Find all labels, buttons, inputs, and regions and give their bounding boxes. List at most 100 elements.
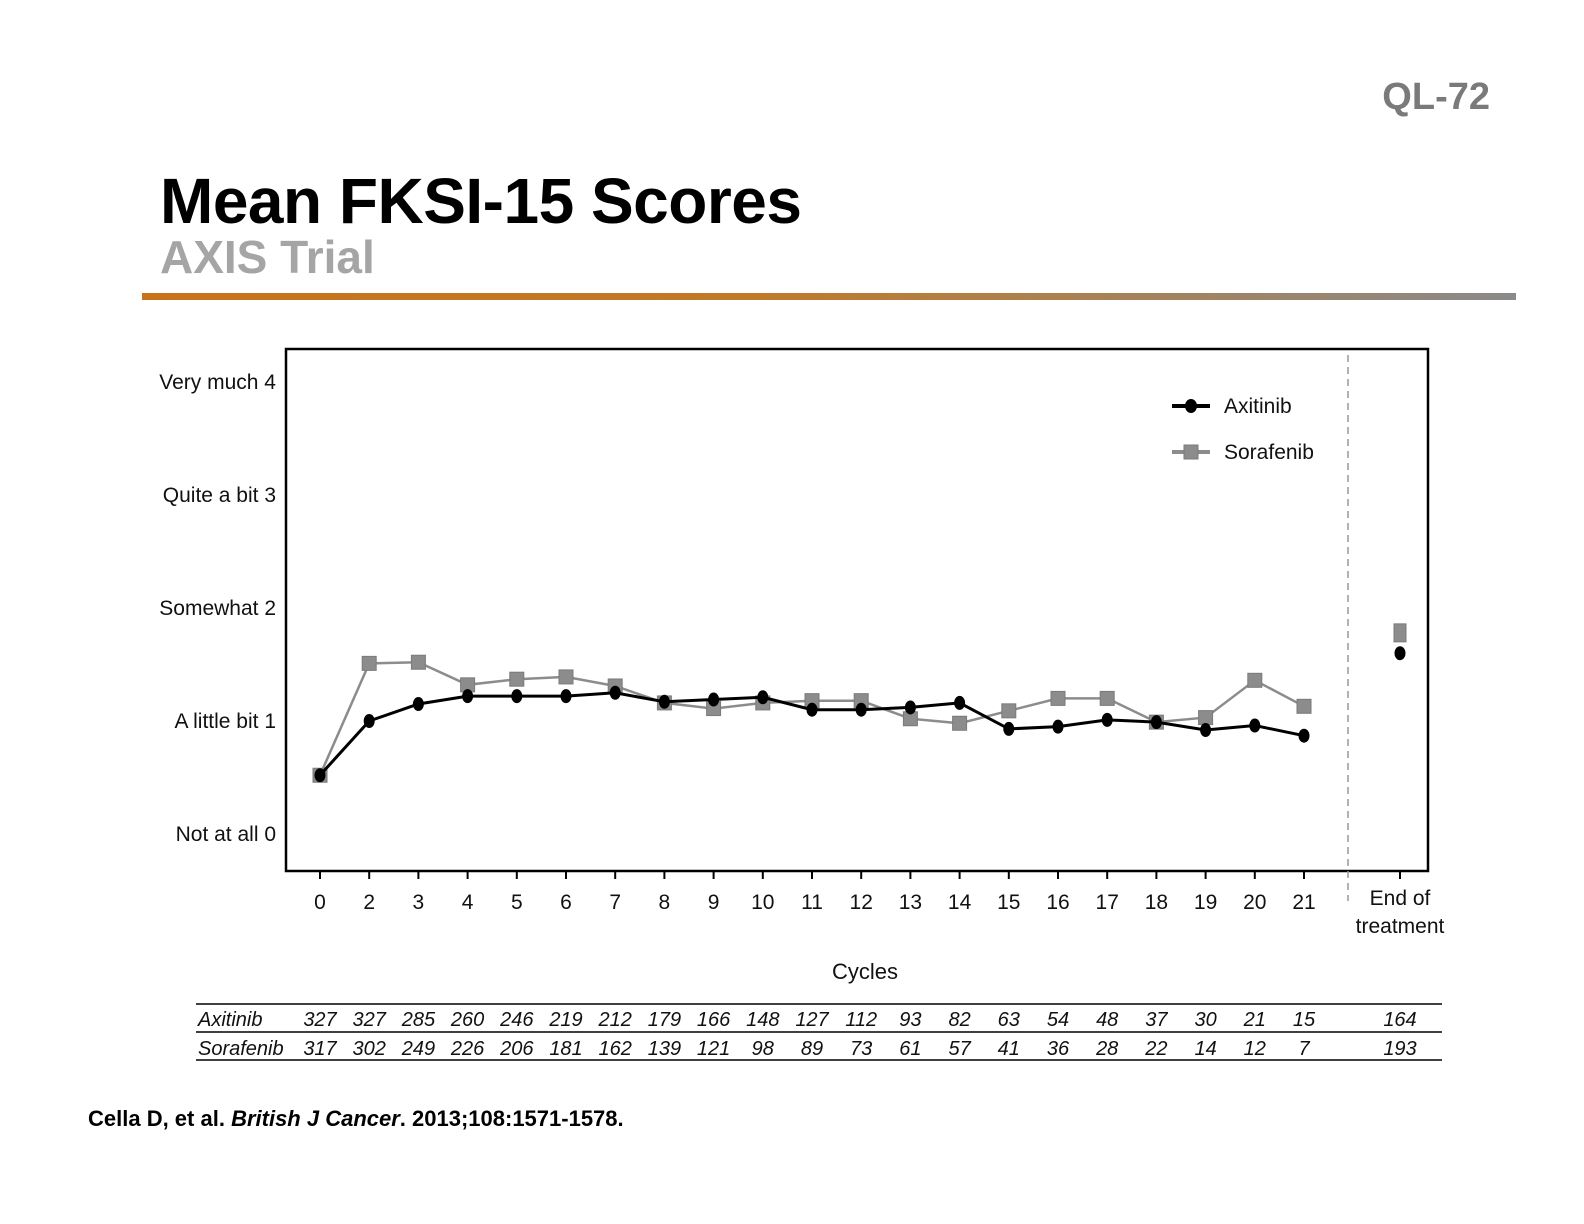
- y-tick-label: Very much 4: [159, 371, 276, 394]
- axitinib-point: [954, 695, 966, 710]
- at-risk-count: 181: [549, 1038, 582, 1060]
- at-risk-count: 206: [499, 1038, 534, 1060]
- at-risk-count: 98: [752, 1038, 774, 1060]
- axitinib-point: [314, 768, 326, 783]
- axitinib-point: [609, 685, 621, 700]
- at-risk-count: 327: [303, 1009, 337, 1031]
- at-risk-count: 36: [1047, 1038, 1070, 1060]
- sorafenib-point: [1050, 690, 1066, 706]
- x-tick-label: 9: [708, 891, 720, 914]
- sorafenib-point: [1296, 698, 1312, 714]
- axitinib-point: [1249, 718, 1261, 733]
- x-tick-label: 12: [850, 891, 873, 914]
- axitinib-point: [1200, 723, 1212, 738]
- axitinib-point: [904, 700, 916, 715]
- at-risk-count: 148: [746, 1009, 779, 1031]
- at-risk-count: 30: [1194, 1009, 1216, 1031]
- at-risk-count: 327: [353, 1009, 387, 1031]
- y-tick-label: A little bit 1: [174, 710, 276, 733]
- x-tick-label: 2: [363, 891, 375, 914]
- x-tick-label: 21: [1292, 891, 1315, 914]
- at-risk-count: 89: [801, 1038, 823, 1060]
- at-risk-count: 212: [598, 1009, 632, 1031]
- axitinib-point: [1298, 728, 1310, 743]
- plot-frame: [284, 347, 1430, 873]
- axitinib-point: [462, 689, 474, 704]
- at-risk-count: 48: [1096, 1009, 1118, 1031]
- at-risk-count: 249: [401, 1038, 435, 1060]
- at-risk-count-end: 193: [1383, 1038, 1416, 1060]
- at-risk-count: 219: [548, 1009, 582, 1031]
- x-tick-label: 14: [948, 891, 972, 914]
- x-tick-label: 6: [560, 891, 572, 914]
- sorafenib-point: [509, 671, 525, 687]
- at-risk-count: 246: [499, 1009, 534, 1031]
- at-risk-row-label: Sorafenib: [198, 1038, 284, 1060]
- x-tick-label-end-line2: treatment: [1356, 915, 1445, 938]
- x-tick-label: 0: [314, 891, 326, 914]
- sorafenib-point: [1099, 690, 1115, 706]
- at-risk-count: 41: [998, 1038, 1020, 1060]
- at-risk-count: 285: [401, 1009, 436, 1031]
- at-risk-count: 121: [697, 1038, 730, 1060]
- axitinib-point: [855, 702, 867, 717]
- legend-axitinib-label: Axitinib: [1224, 395, 1292, 418]
- legend-sorafenib-label: Sorafenib: [1224, 441, 1314, 464]
- axitinib-point: [658, 694, 670, 709]
- axitinib-point: [708, 692, 720, 707]
- x-tick-label-end-line1: End of: [1370, 887, 1431, 910]
- x-tick-label: 5: [511, 891, 523, 914]
- citation-journal: British J Cancer: [231, 1106, 400, 1131]
- at-risk-count: 22: [1144, 1038, 1167, 1060]
- at-risk-count: 226: [450, 1038, 485, 1060]
- citation-authors: Cella D, et al.: [88, 1106, 232, 1131]
- axitinib-point: [806, 702, 818, 717]
- at-risk-count: 317: [303, 1038, 337, 1060]
- x-tick-label: 19: [1194, 891, 1217, 914]
- axitinib-point: [1101, 712, 1113, 727]
- sorafenib-point: [410, 654, 426, 670]
- at-risk-count: 112: [845, 1009, 877, 1031]
- x-axis-label: Cycles: [832, 959, 898, 984]
- citation-details: . 2013;108:1571-1578.: [399, 1106, 624, 1131]
- title-divider: [142, 293, 1516, 300]
- at-risk-count: 179: [648, 1009, 681, 1031]
- at-risk-count: 37: [1145, 1009, 1168, 1031]
- at-risk-count: 162: [599, 1038, 632, 1060]
- axitinib-point: [1150, 715, 1162, 730]
- axitinib-point: [757, 690, 769, 705]
- page-subtitle: AXIS Trial: [160, 231, 375, 283]
- x-tick-label: 3: [413, 891, 425, 914]
- x-tick-label: 16: [1046, 891, 1069, 914]
- legend-sorafenib-marker: [1183, 444, 1199, 460]
- at-risk-count: 139: [648, 1038, 681, 1060]
- at-risk-count: 82: [948, 1009, 970, 1031]
- axitinib-point: [363, 714, 375, 728]
- x-tick-label: 13: [899, 891, 922, 914]
- at-risk-count: 260: [450, 1009, 484, 1031]
- at-risk-count-end: 164: [1383, 1009, 1416, 1031]
- at-risk-count: 73: [850, 1038, 872, 1060]
- x-tick-label: 15: [997, 891, 1020, 914]
- x-tick-label: 11: [801, 891, 823, 914]
- x-tick-label: 7: [609, 891, 621, 914]
- at-risk-count: 61: [899, 1038, 921, 1060]
- at-risk-count: 127: [795, 1009, 829, 1031]
- x-tick-label: 17: [1096, 891, 1119, 914]
- at-risk-count: 63: [998, 1009, 1020, 1031]
- x-tick-label: 20: [1243, 891, 1266, 914]
- sorafenib-point: [1001, 703, 1017, 719]
- axitinib-point: [1003, 721, 1015, 736]
- axitinib-end-point: [1394, 646, 1406, 661]
- axitinib-point: [560, 689, 572, 704]
- citation: Cella D, et al. British J Cancer. 2013;1…: [88, 1106, 624, 1132]
- at-risk-count: 166: [697, 1009, 731, 1031]
- y-tick-label: Somewhat 2: [159, 597, 276, 620]
- x-tick-label: 4: [462, 891, 474, 914]
- axitinib-point: [511, 689, 523, 704]
- sorafenib-point: [1198, 710, 1214, 726]
- sorafenib-point: [952, 715, 968, 731]
- at-risk-count: 7: [1298, 1038, 1310, 1060]
- at-risk-count: 54: [1047, 1009, 1069, 1031]
